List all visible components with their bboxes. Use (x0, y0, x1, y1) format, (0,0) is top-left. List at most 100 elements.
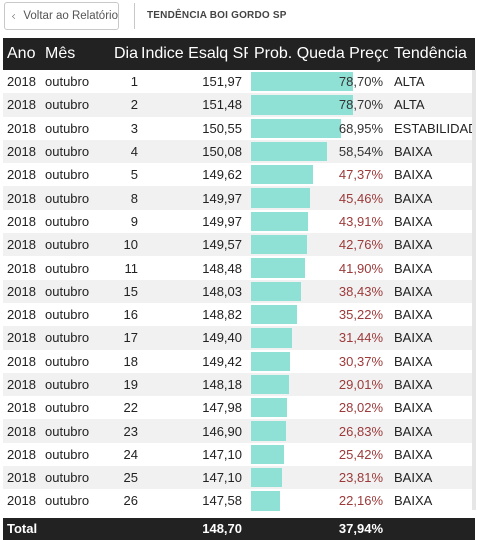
cell-prob: 68,95% (248, 117, 388, 140)
header-indice[interactable]: Indice Esalq SP (141, 45, 248, 62)
prob-value: 78,70% (338, 74, 383, 90)
cell-tendencia: ALTA (394, 74, 425, 90)
header-tendencia[interactable]: Tendência (394, 45, 467, 62)
cell-prob: 23,81% (248, 466, 388, 489)
cell-mes: outubro (45, 377, 90, 392)
cell-tendencia: BAIXA (394, 377, 433, 392)
prob-databar (251, 211, 308, 232)
prob-value: 45,46% (338, 190, 383, 206)
table-row[interactable]: 2018 outubro 17 149,40 31,44% BAIXA (3, 326, 475, 350)
cell-tendencia: BAIXA (394, 400, 433, 416)
table-row[interactable]: 2018 outubro 23 146,90 26,83% BAIXA (3, 419, 475, 443)
cell-indice: 150,55 (202, 120, 242, 136)
cell-mes: outubro (45, 167, 90, 183)
table-row[interactable]: 2018 outubro 25 147,10 23,81% BAIXA (3, 466, 475, 490)
cell-indice: 148,48 (202, 260, 242, 276)
cell-mes: outubro (45, 213, 90, 229)
table-row[interactable]: 2018 outubro 11 148,48 41,90% BAIXA (3, 256, 475, 279)
prob-databar (251, 72, 353, 92)
cell-indice: 146,90 (202, 423, 242, 439)
cell-dia: 22 (123, 400, 138, 416)
header-dia[interactable]: Dia (113, 45, 138, 62)
cell-mes: outubro (45, 190, 90, 206)
prob-value: 31,44% (338, 330, 383, 346)
page-title: TENDÊNCIA BOI GORDO SP (147, 10, 287, 21)
table-row[interactable]: 2018 outubro 15 148,03 38,43% BAIXA (3, 279, 475, 303)
totals-label: Total (7, 521, 38, 537)
prob-value: 38,43% (338, 283, 383, 299)
cell-indice: 151,97 (202, 74, 242, 90)
cell-ano: 2018 (7, 260, 36, 276)
prob-databar (251, 491, 280, 511)
table-row[interactable]: 2018 outubro 16 148,82 35,22% BAIXA (3, 303, 475, 326)
table-row[interactable]: 2018 outubro 18 149,42 30,37% BAIXA (3, 350, 475, 373)
cell-prob: 58,54% (248, 140, 388, 163)
table-row[interactable]: 2018 outubro 5 149,62 47,37% BAIXA (3, 163, 475, 186)
cell-prob: 26,83% (248, 419, 388, 442)
scrollbar[interactable] (472, 70, 476, 510)
header-mes-label: Mês (45, 45, 76, 62)
back-to-report-button[interactable]: Voltar ao Relatório (4, 2, 119, 30)
cell-dia: 16 (123, 307, 138, 323)
cell-prob: 43,91% (248, 210, 388, 233)
cell-dia: 1 (130, 74, 138, 90)
prob-value: 42,76% (338, 237, 383, 253)
data-table: Ano Mês Dia Indice Esalq SP Prob. Queda … (3, 38, 475, 540)
table-row[interactable]: 2018 outubro 10 149,57 42,76% BAIXA (3, 233, 475, 257)
cell-prob: 78,70% (248, 70, 388, 93)
cell-tendencia: BAIXA (394, 307, 433, 323)
cell-prob: 29,01% (248, 373, 388, 396)
cell-ano: 2018 (7, 283, 36, 299)
cell-ano: 2018 (7, 190, 36, 206)
cell-dia: 17 (123, 330, 138, 346)
cell-tendencia: ALTA (394, 97, 425, 113)
cell-mes: outubro (45, 120, 90, 136)
cell-prob: 22,16% (248, 489, 388, 512)
cell-ano: 2018 (7, 446, 36, 462)
header-mes[interactable]: Mês (41, 45, 101, 63)
table-row[interactable]: 2018 outubro 8 149,97 45,46% BAIXA (3, 186, 475, 210)
cell-indice: 149,40 (202, 330, 242, 346)
cell-ano: 2018 (7, 74, 36, 90)
totals-row: Total 148,70 37,94% (3, 517, 475, 540)
cell-prob: 47,37% (248, 163, 388, 186)
prob-databar (251, 444, 284, 465)
cell-ano: 2018 (7, 97, 36, 113)
cell-indice: 149,97 (202, 213, 242, 229)
cell-prob: 30,37% (248, 350, 388, 373)
chevron-left-icon (12, 13, 16, 19)
cell-mes: outubro (45, 353, 90, 369)
prob-value: 25,42% (338, 446, 383, 462)
divider (134, 3, 135, 29)
prob-value: 68,95% (338, 120, 383, 136)
prob-databar (251, 235, 307, 255)
cell-tendencia: BAIXA (394, 260, 433, 276)
cell-prob: 28,02% (248, 396, 388, 419)
table-body: 2018 outubro 1 151,97 78,70% ALTA 2018 outubro 2… (3, 70, 475, 513)
table-row[interactable]: 2018 outubro 1 151,97 78,70% ALTA (3, 70, 475, 93)
table-row[interactable]: 2018 outubro 22 147,98 28,02% BAIXA (3, 396, 475, 419)
cell-mes: outubro (45, 446, 90, 462)
cell-tendencia: BAIXA (394, 470, 433, 486)
cell-indice: 150,08 (202, 144, 242, 160)
cell-dia: 8 (130, 190, 138, 206)
cell-ano: 2018 (7, 120, 36, 136)
cell-ano: 2018 (7, 307, 36, 323)
header-ano[interactable]: Ano (7, 45, 36, 62)
prob-databar (251, 281, 301, 301)
table-row[interactable]: 2018 outubro 4 150,08 58,54% BAIXA (3, 139, 475, 164)
table-row[interactable]: 2018 outubro 24 147,10 25,42% BAIXA (3, 443, 475, 466)
cell-indice: 147,10 (202, 446, 242, 462)
table-row[interactable]: 2018 outubro 2 151,48 78,70% ALTA (3, 93, 475, 117)
prob-databar (251, 374, 289, 395)
table-row[interactable]: 2018 outubro 26 147,58 22,16% BAIXA (3, 489, 475, 512)
header-prob[interactable]: Prob. Queda Preços (254, 45, 388, 62)
table-row[interactable]: 2018 outubro 19 148,18 29,01% BAIXA (3, 372, 475, 397)
prob-databar (251, 118, 341, 138)
prob-databar (251, 95, 353, 115)
table-row[interactable]: 2018 outubro 3 150,55 68,95% ESTABILIDADE (3, 117, 475, 140)
cell-indice: 148,18 (202, 377, 242, 392)
cell-indice: 147,98 (202, 400, 242, 416)
table-row[interactable]: 2018 outubro 9 149,97 43,91% BAIXA (3, 210, 475, 233)
table-header: Ano Mês Dia Indice Esalq SP Prob. Queda … (3, 38, 475, 70)
